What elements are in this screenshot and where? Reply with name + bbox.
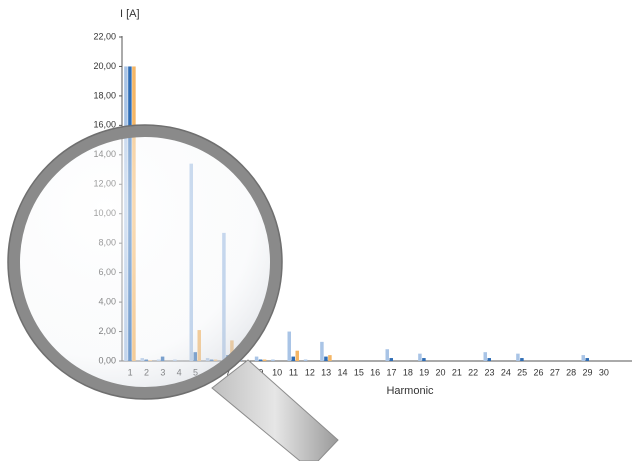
x-tick-label: 17 xyxy=(386,367,396,377)
bar xyxy=(324,356,328,361)
magnifier-lens xyxy=(8,125,282,399)
bar xyxy=(418,353,422,361)
x-tick-label: 30 xyxy=(599,367,609,377)
magnifier-handle xyxy=(211,359,339,461)
bar xyxy=(320,341,324,361)
bar xyxy=(295,350,299,361)
y-tick-label: 16,00 xyxy=(93,120,116,130)
x-tick-label: 11 xyxy=(289,367,298,377)
x-tick-label: 20 xyxy=(435,367,445,377)
bar xyxy=(483,352,487,361)
x-tick-label: 12 xyxy=(305,367,315,377)
x-tick-label: 18 xyxy=(403,367,413,377)
x-tick-label: 14 xyxy=(337,367,347,377)
x-tick-label: 28 xyxy=(566,367,576,377)
x-tick-label: 23 xyxy=(484,367,494,377)
y-axis-label: I [A] xyxy=(120,8,140,20)
x-tick-label: 15 xyxy=(354,367,364,377)
bar xyxy=(258,359,263,361)
bar xyxy=(271,359,275,361)
x-tick-label: 25 xyxy=(517,367,527,377)
bar xyxy=(520,358,524,361)
bar xyxy=(585,358,589,361)
x-tick-label: 19 xyxy=(419,367,429,377)
x-tick-label: 22 xyxy=(468,367,478,377)
bar xyxy=(291,356,295,361)
y-tick-label: 18,00 xyxy=(93,90,116,100)
bar xyxy=(516,353,520,361)
magnifier-rim xyxy=(7,124,283,400)
x-tick-label: 26 xyxy=(533,367,543,377)
x-tick-label: 29 xyxy=(582,367,592,377)
bar xyxy=(581,355,585,361)
x-axis-label: Harmonic xyxy=(386,385,434,397)
x-tick-label: 24 xyxy=(501,367,511,377)
y-tick-label: 20,00 xyxy=(93,61,116,71)
bar xyxy=(487,358,491,361)
x-tick-label: 21 xyxy=(452,367,462,377)
bar xyxy=(328,355,332,361)
x-tick-label: 7 xyxy=(226,367,231,377)
bar xyxy=(303,359,308,361)
x-tick-label: 10 xyxy=(272,367,282,377)
bar xyxy=(389,358,393,361)
bar xyxy=(385,349,389,361)
bar xyxy=(287,331,291,361)
magnifier xyxy=(7,124,339,461)
x-tick-label: 16 xyxy=(370,367,380,377)
x-tick-label: 13 xyxy=(321,367,331,377)
y-tick-label: 22,00 xyxy=(93,31,116,41)
bar xyxy=(254,356,259,361)
x-tick-label: 27 xyxy=(550,367,560,377)
bar xyxy=(422,358,426,361)
bar xyxy=(262,359,267,361)
